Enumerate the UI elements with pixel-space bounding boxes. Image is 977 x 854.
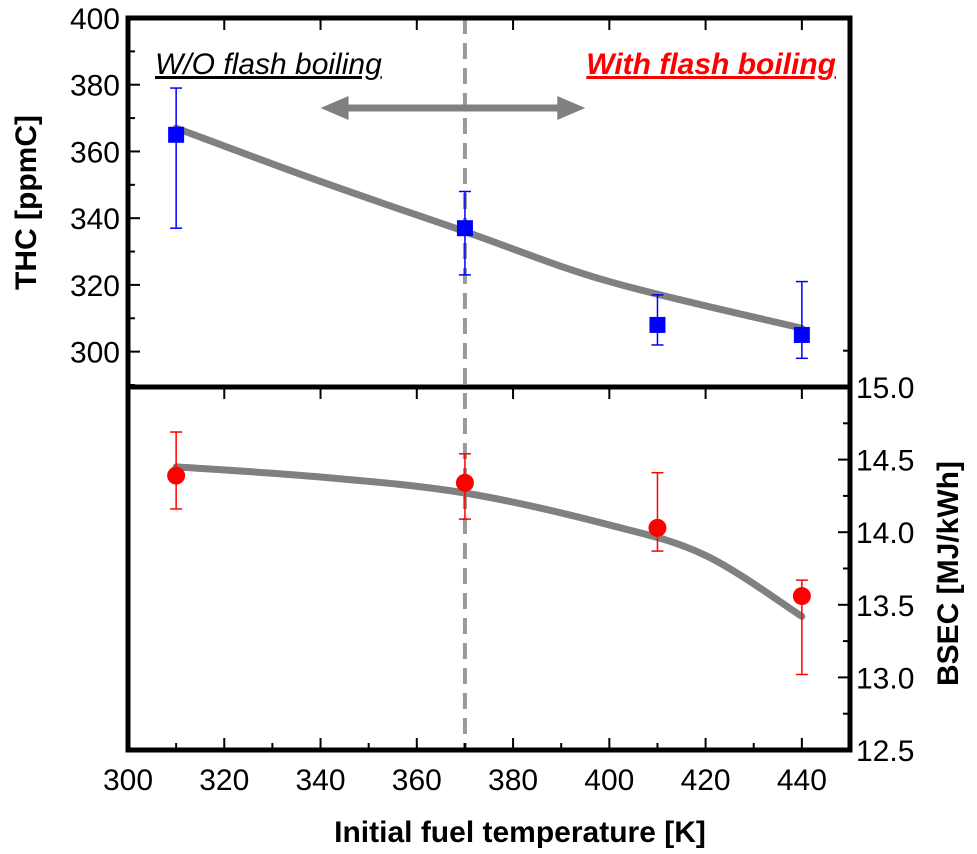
bsec-axis-title: BSEC [MJ/kWh] bbox=[932, 461, 965, 686]
thc-point-3 bbox=[793, 326, 810, 343]
double-arrow-head-right bbox=[557, 96, 586, 120]
bsec-point-3 bbox=[792, 587, 811, 606]
bsec-y-tick-label-3: 14.0 bbox=[856, 517, 914, 550]
bsec-y-tick-label-1: 13.0 bbox=[856, 662, 914, 695]
bsec-point-1 bbox=[455, 473, 474, 492]
x-tick-label-5: 400 bbox=[584, 764, 634, 797]
bsec-point-2 bbox=[648, 518, 667, 537]
thc-y-tick-label-4: 380 bbox=[70, 70, 120, 103]
thc-y-tick-label-0: 300 bbox=[70, 337, 120, 370]
bsec-y-tick-label-2: 13.5 bbox=[856, 590, 914, 623]
x-tick-label-3: 360 bbox=[392, 764, 442, 797]
double-arrow-head-left bbox=[320, 96, 349, 120]
annotation-with-flash-boiling: With flash boiling bbox=[586, 48, 836, 81]
bsec-error-bar-2 bbox=[651, 471, 664, 552]
x-tick-label-4: 380 bbox=[488, 764, 538, 797]
x-tick-label-1: 320 bbox=[199, 764, 249, 797]
thc-y-tick-label-3: 360 bbox=[70, 136, 120, 169]
thc-y-tick-label-2: 340 bbox=[70, 203, 120, 236]
x-tick-label-6: 420 bbox=[681, 764, 731, 797]
thc-point-2 bbox=[649, 316, 666, 333]
thc-y-tick-label-5: 400 bbox=[70, 3, 120, 36]
plot-frame bbox=[125, 15, 853, 753]
bsec-y-tick-label-5: 15.0 bbox=[856, 372, 914, 405]
thc-axis-title: THC [ppmC] bbox=[10, 115, 43, 290]
bsec-point-0 bbox=[167, 466, 186, 485]
x-tick-label-0: 300 bbox=[103, 764, 153, 797]
x-tick-label-7: 440 bbox=[777, 764, 827, 797]
bsec-y-tick-label-4: 14.5 bbox=[856, 445, 914, 478]
thc-trend-line bbox=[172, 124, 806, 332]
x-tick-label-2: 340 bbox=[296, 764, 346, 797]
annotation-without-flash-boiling: W/O flash boiling bbox=[155, 48, 382, 81]
thc-error-bar-3 bbox=[795, 280, 808, 360]
x-axis-title: Initial fuel temperature [K] bbox=[334, 816, 706, 849]
thc-point-0 bbox=[168, 126, 185, 143]
thc-point-1 bbox=[456, 220, 473, 237]
bsec-trend-line bbox=[172, 463, 806, 620]
bsec-y-tick-label-0: 12.5 bbox=[856, 735, 914, 768]
thc-y-tick-label-1: 320 bbox=[70, 270, 120, 303]
thc-error-bar-0 bbox=[170, 87, 183, 229]
